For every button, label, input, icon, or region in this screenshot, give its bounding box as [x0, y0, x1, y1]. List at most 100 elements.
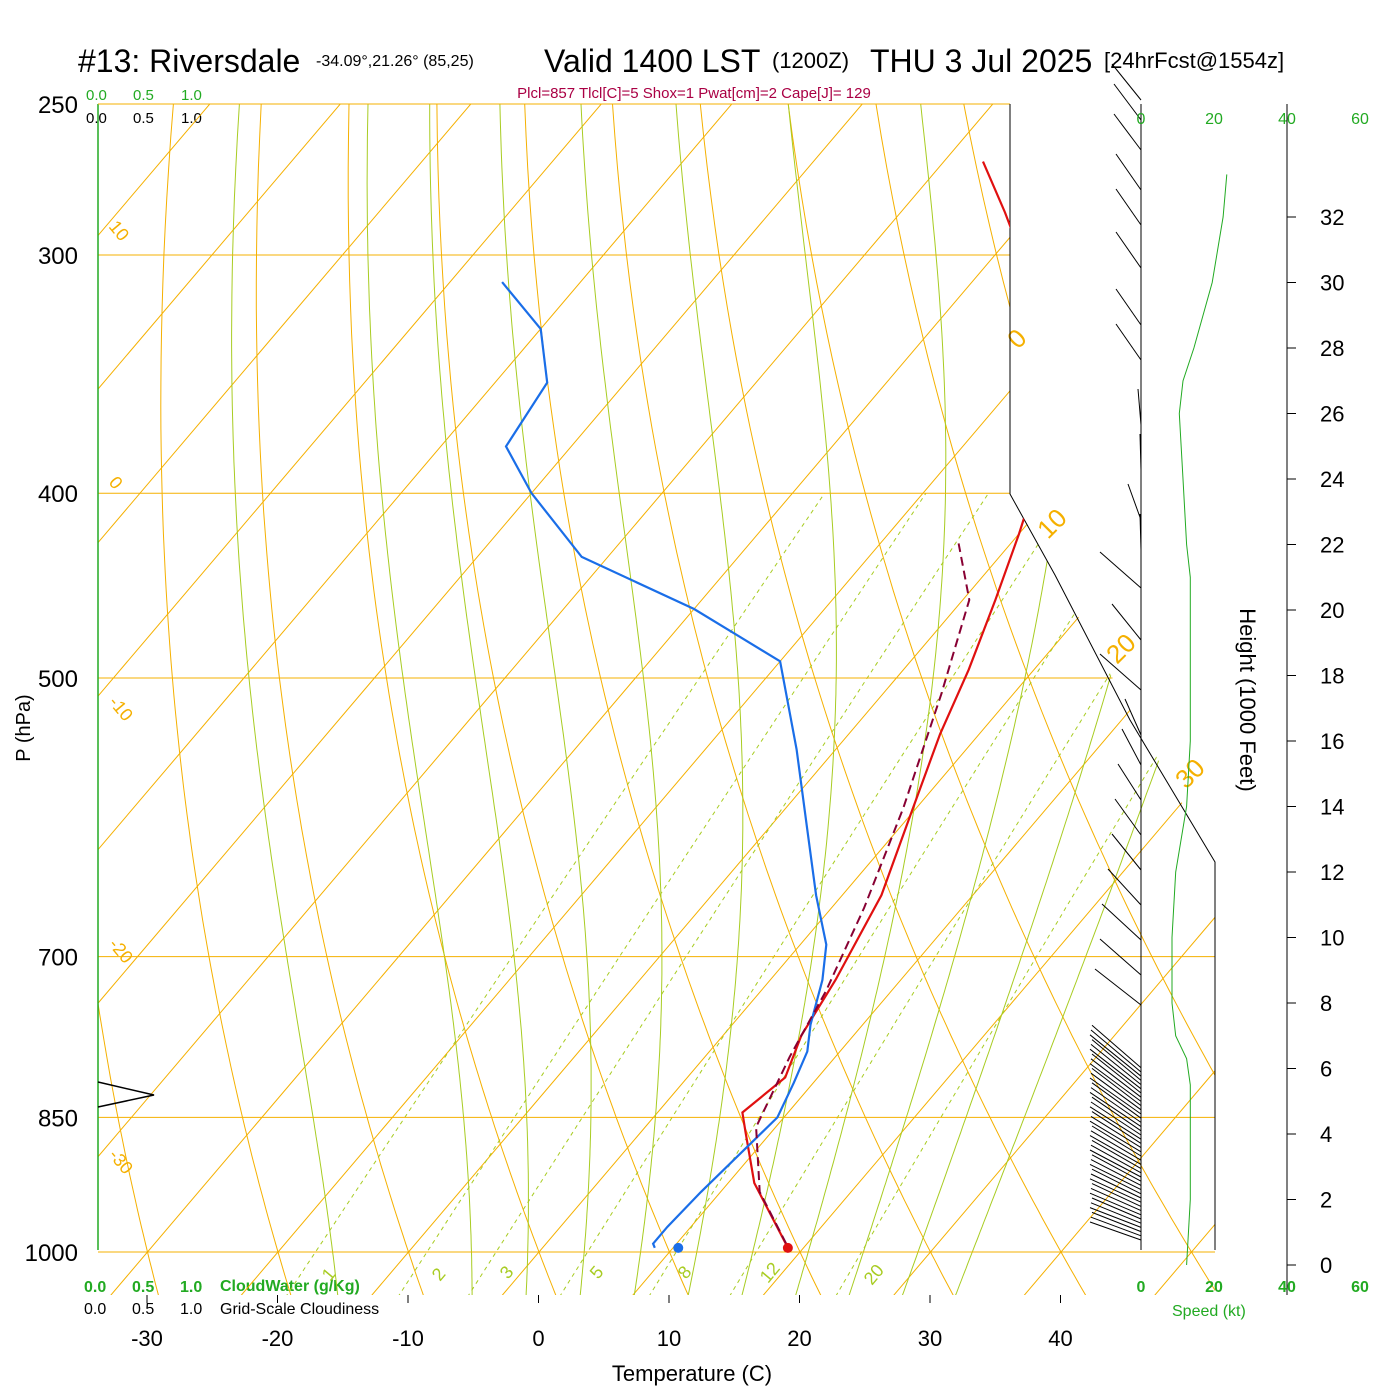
isotherm-label-left: -30 [105, 1145, 137, 1178]
pressure-tick-label: 400 [38, 481, 78, 508]
wind-barbs [1089, 63, 1142, 1241]
height-tick-label: 26 [1320, 402, 1344, 427]
isotherm-line [98, 104, 1020, 1295]
height-tick-label: 30 [1320, 271, 1344, 296]
pressure-axis-ticks: 250 300 400 500 700 850 1000 [25, 92, 78, 1267]
wind-barb [1090, 1202, 1142, 1224]
speed-tick-bottom: 40 [1278, 1279, 1296, 1296]
wind-barb [1091, 1197, 1142, 1220]
isotherm-line [732, 104, 1215, 1295]
wind-barb [1089, 1178, 1142, 1203]
pressure-tick-label: 250 [38, 92, 78, 119]
wind-barb [1091, 1096, 1142, 1132]
x-tick-label: 0 [532, 1326, 544, 1351]
wind-barb [1090, 1087, 1142, 1123]
cloud-scale-top-black-1: 0.5 [133, 110, 154, 127]
x-tick-label: 20 [787, 1326, 811, 1351]
moist-adiabat-line [666, 104, 744, 1295]
isobars [98, 103, 1215, 1253]
parcel-line [755, 543, 971, 1245]
isotherm-line [98, 104, 629, 1295]
cloud-scale-bottom-green-2: 1.0 [180, 1279, 202, 1296]
surface-dewpoint-dot [673, 1242, 684, 1253]
mixing-ratio-label: 12 [756, 1258, 784, 1286]
wind-barb [1089, 1063, 1142, 1102]
wind-barb [1091, 1125, 1142, 1157]
height-tick-label: 14 [1320, 795, 1344, 820]
series-group [501, 161, 1054, 1253]
surface-temperature-dot [782, 1242, 793, 1253]
moist-adiabat-line [429, 104, 529, 1295]
dry-adiabat-line [687, 104, 1108, 1295]
wind-barb [1115, 188, 1142, 226]
moist-adiabat-line [836, 104, 1076, 1295]
zulu-time: (1200Z) [772, 48, 849, 73]
wind-barb [1090, 1072, 1142, 1111]
mixing-ratio-line [445, 492, 989, 1295]
wind-barb [1090, 1058, 1142, 1098]
speed-profile-line [1171, 174, 1228, 1266]
wind-barb [1090, 1130, 1142, 1161]
forecast-run: [24hrFcst@1554z] [1104, 48, 1284, 73]
wind-barb [1091, 1211, 1142, 1233]
speed-tick-top: 20 [1205, 111, 1223, 128]
isotherm-line [471, 104, 1215, 1295]
cloud-scale-bottom-green-0: 0.0 [84, 1279, 106, 1296]
isotherm-label-left: -10 [105, 692, 137, 725]
cloud-scale-top-green-1: 0.5 [133, 87, 154, 104]
wind-barb [1091, 1024, 1142, 1069]
dry-adiabat-line [521, 104, 839, 1295]
mixing-ratio-line [262, 492, 826, 1295]
wind-barb [1090, 1101, 1142, 1136]
wind-barb [1139, 433, 1142, 471]
lcl-marker [97, 1081, 155, 1108]
height-tick-label: 20 [1320, 598, 1344, 623]
wind-barb [1091, 1139, 1142, 1170]
mixing-ratio-label: 3 [496, 1262, 518, 1283]
isotherm-line [98, 104, 1151, 1295]
dry-adiabat-line [604, 104, 974, 1295]
station-coords: -34.09°,21.26° (85,25) [316, 53, 474, 70]
moist-adiabat-line [941, 104, 1215, 1295]
isotherm-line [341, 104, 1215, 1295]
wind-barb [1089, 1221, 1142, 1241]
wind-barb [1111, 603, 1142, 641]
isotherm-line [98, 104, 759, 1295]
sounding-indices: Plcl=857 Tlcl[C]=5 Shox=1 Pwat[cm]=2 Cap… [517, 85, 871, 102]
wind-barb [1111, 63, 1142, 101]
wind-barb [1111, 833, 1142, 871]
dry-adiabat-line [851, 104, 1215, 1295]
dry-adiabat-line [1347, 0, 1400, 1331]
x-tick-label: 30 [918, 1326, 942, 1351]
speed-axis-label: Speed (kt) [1172, 1303, 1246, 1320]
dry-adiabat-line [436, 104, 705, 1295]
speed-tick-top: 40 [1278, 111, 1296, 128]
wind-barb [1091, 1068, 1142, 1106]
cloud-scale-bottom-black-2: 1.0 [180, 1301, 202, 1318]
wind-barb [1107, 868, 1142, 906]
speed-tick-bottom: 20 [1205, 1279, 1223, 1296]
wind-barb [1089, 1149, 1142, 1178]
dry-adiabat-line [769, 104, 1215, 1295]
wind-barb [1090, 1144, 1142, 1174]
wind-barb [1090, 1159, 1142, 1186]
isotherm-label-left: 10 [105, 217, 133, 245]
moist-adiabat-line [784, 104, 947, 1295]
pressure-tick-label: 300 [38, 243, 78, 270]
mixing-ratio-label: 20 [860, 1260, 888, 1288]
wind-barb [1089, 1192, 1142, 1216]
dewpoint-line [501, 281, 828, 1249]
wind-barb [1089, 1034, 1142, 1077]
moist-adiabat-line [889, 104, 1215, 1295]
wind-barb [1090, 1115, 1142, 1149]
cloud-scale-bottom-green-1: 0.5 [132, 1279, 154, 1296]
grid-lines [98, 0, 1400, 1331]
height-tick-label: 12 [1320, 860, 1344, 885]
x-tick-label: -20 [262, 1326, 294, 1351]
cloud-scale-top-green-2: 1.0 [181, 87, 202, 104]
y-axis-label: P (hPa) [13, 694, 35, 761]
wind-barb [1091, 1053, 1142, 1094]
wind-barb [1091, 1082, 1142, 1119]
